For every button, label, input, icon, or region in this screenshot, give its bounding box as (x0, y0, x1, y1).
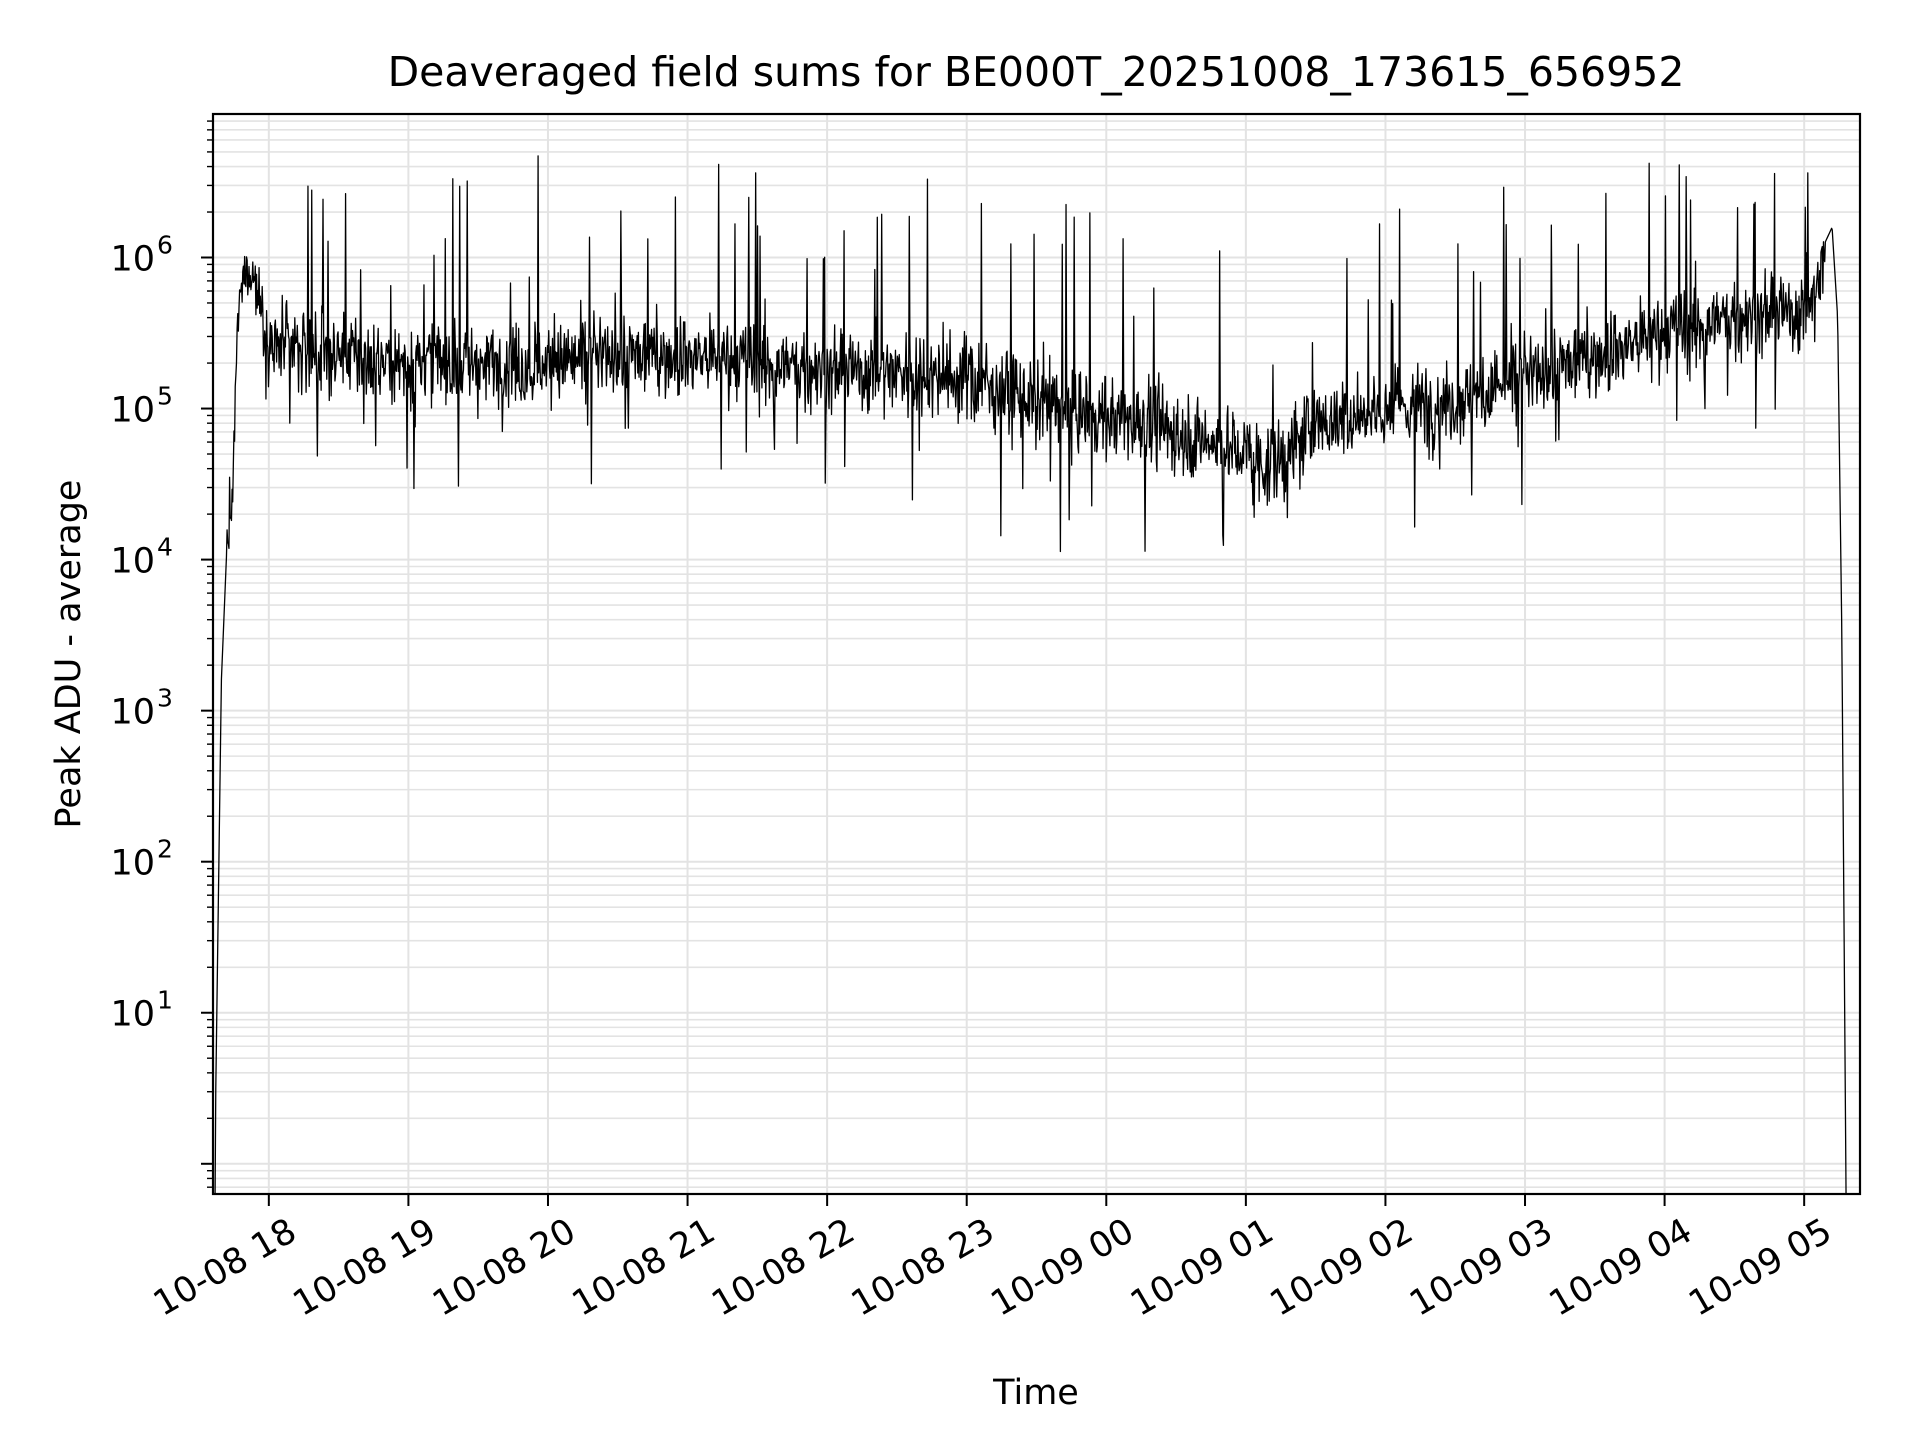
y-tick-label: 10 5 (110, 382, 172, 431)
y-tick-label-base: 10 (110, 844, 155, 884)
grid-layer (213, 114, 1860, 1194)
y-tick-label-exponent: 1 (157, 986, 173, 1015)
y-tick-label-base: 10 (110, 239, 155, 279)
y-axis-label: Peak ADU - average (49, 480, 89, 829)
series-layer (214, 155, 1849, 1195)
y-tick-label-base: 10 (110, 693, 155, 733)
y-tick-label-base: 10 (110, 542, 155, 582)
y-tick-label-exponent: 2 (157, 835, 173, 864)
y-tick-label: 10 4 (110, 533, 172, 582)
series-line (214, 155, 1849, 1195)
y-tick-label: 10 6 (110, 230, 172, 279)
y-tick-label-exponent: 4 (157, 533, 173, 562)
y-tick-label-exponent: 3 (157, 684, 173, 713)
y-tick-label-base: 10 (110, 995, 155, 1035)
plot-frame (211, 112, 1862, 1196)
y-tick-label-exponent: 6 (157, 230, 173, 259)
y-tick-label-base: 10 (110, 391, 155, 431)
x-axis-label: Time (992, 1373, 1079, 1413)
y-tick-label: 10 2 (110, 835, 172, 884)
y-tick-label: 10 1 (110, 986, 172, 1035)
y-tick-label: 10 3 (110, 684, 172, 733)
chart-title: Deaveraged field sums for BE000T_2025100… (388, 48, 1685, 96)
y-tick-label-exponent: 5 (157, 382, 173, 411)
